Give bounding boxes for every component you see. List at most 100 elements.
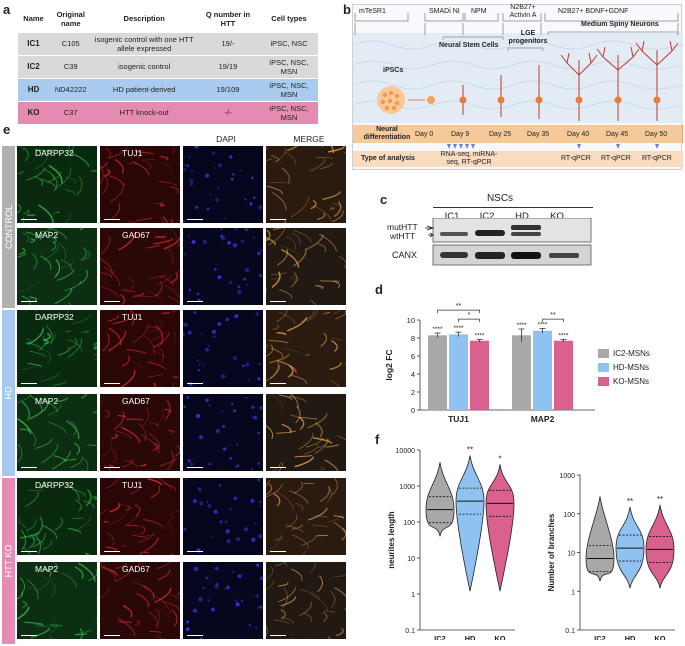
micrograph-feature [69,456,84,469]
cell-line-table: Name Original name Description Q number … [18,6,318,124]
micrograph-feature [152,443,159,451]
timeline-panel: mTeSR1 SMADi NI NPM N2B27+ Activin A N2B… [352,4,684,170]
micrograph-feature [317,146,319,147]
micrograph-feature [259,405,263,410]
micrograph-feature [125,524,140,527]
micrograph-feature [185,627,190,632]
micrograph-feature [132,160,150,176]
micrograph-feature [100,272,112,279]
x-tick-label: HD [625,634,636,640]
micrograph-feature [208,404,211,407]
micrograph-feature [100,162,108,170]
micrograph-feature [190,462,194,466]
micrograph-feature [237,574,242,579]
micrograph-feature [186,620,189,624]
micrograph-feature [316,156,334,159]
micrograph-feature [199,501,204,506]
micrograph-feature [271,276,281,280]
row-desc: isogenic control [92,54,196,78]
row-cells: iPSC, NSC, MSN [260,77,318,101]
panel-label-b: b [343,2,351,17]
stain-label: TUJ1 [122,480,143,490]
micrograph-feature [214,167,216,169]
micrograph-feature [266,229,271,242]
y-axis-title: neurites length [387,511,396,568]
stain-label: GAD67 [122,564,150,574]
micrograph-feature [29,537,45,546]
micrograph-feature [172,376,179,379]
micrograph-feature [17,171,24,174]
micrograph-feature [27,489,45,492]
micrograph-feature [234,314,239,318]
row-q: 19/- [195,31,261,55]
panel-label-c: c [380,192,388,207]
micrograph-feature [331,338,343,341]
micrograph-feature [29,402,50,420]
micrograph-feature [170,185,179,194]
micrograph-feature [76,176,83,196]
micrograph-feature [344,608,346,611]
micrograph-feature [50,622,57,633]
micrograph-feature [147,274,167,279]
lane-label: HD [515,211,529,222]
micrograph-feature [331,340,338,352]
micrograph-feature [74,566,84,580]
media-label: SMADi NI [429,8,460,15]
micrograph-feature [328,146,346,153]
micrograph-feature [95,604,97,621]
header-original: Original name [49,6,93,32]
micrograph-feature [279,312,295,325]
micrograph-feature [320,332,328,347]
y-tick-label: 1 [571,589,575,596]
media-label: N2B27+ BDNF+GDNF [558,8,629,15]
micrograph-feature [139,525,146,535]
micrograph-feature [257,377,261,381]
media-label: NPM [471,8,487,15]
micrograph-feature [34,148,54,154]
micrograph-feature [198,363,201,366]
y-tick-label: 1000 [559,473,575,480]
micrograph-feature [231,402,234,405]
micrograph-feature [128,277,135,289]
micrograph-feature [183,219,185,223]
micrograph-feature [224,217,227,220]
scale-bar [21,383,37,384]
micrograph-feature [324,610,335,614]
micrograph-feature [305,353,310,356]
micrograph-feature [176,269,180,273]
micrograph-feature [253,196,256,199]
micrograph-feature [289,395,307,403]
micrograph-tile [183,394,263,471]
micrograph-feature [191,170,193,173]
micrograph-feature [217,322,222,327]
micrograph-feature [270,359,280,379]
micrograph-feature [235,602,240,607]
micrograph-feature [195,205,199,209]
y-axis-title: Number of branches [547,513,556,591]
micrograph-feature [255,312,259,316]
x-tick-label: IC2 [594,634,606,640]
micrograph-feature [344,152,346,156]
micrograph-feature [301,310,315,323]
micrograph-feature [169,330,177,348]
micrograph-feature [292,248,307,267]
table-row: HD ND42222 HD patient-derived 19/109 iPS… [18,77,318,101]
micrograph-feature [254,522,257,525]
micrograph-feature [271,271,287,276]
micrograph-feature [39,481,47,489]
micrograph-feature [312,436,333,444]
micrograph-tile: TUJ1 [100,310,180,387]
micrograph-feature [259,504,262,507]
lane-label: KO [550,211,564,222]
micrograph-feature [72,517,84,519]
violin [645,504,675,589]
micrograph-feature [213,335,216,338]
channel-label-merge: MERGE [293,134,325,144]
micrograph-feature [167,296,180,305]
micrograph-feature [148,422,159,428]
micrograph-feature [46,311,61,317]
lane-label: IC1 [444,211,460,222]
scale-bar [21,635,37,636]
loading-label: CANX [392,250,418,260]
